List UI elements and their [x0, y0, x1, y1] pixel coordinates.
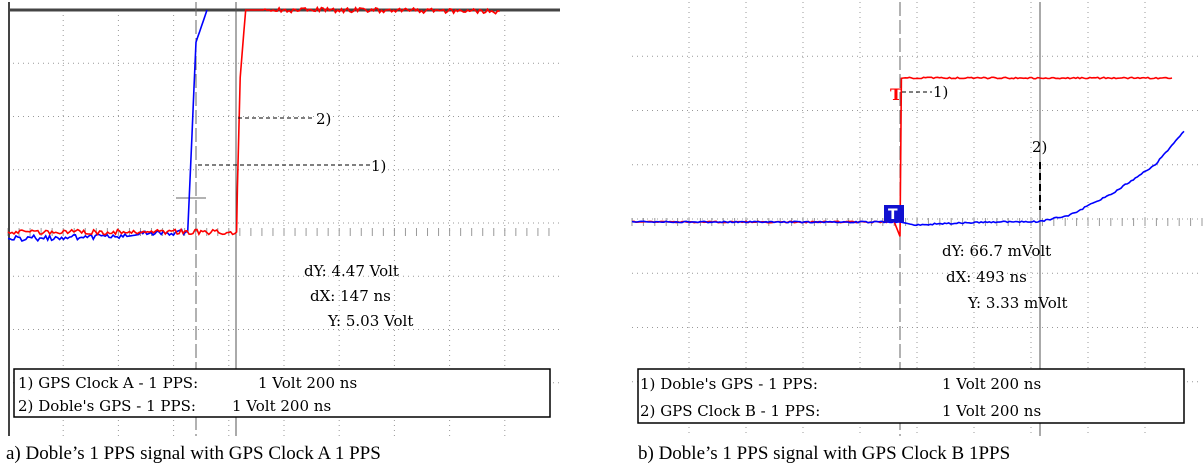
legend-row-2: 2) GPS Clock B - 1 PPS: 1 Volt 200 ns	[640, 402, 1041, 420]
marker-2-label: 2)	[1032, 138, 1047, 156]
marker-2-label: 2)	[316, 110, 331, 128]
scope-panel-a: 2) 1) dY: 4.47 Volt dX: 147 ns Y: 5.03 V…	[0, 0, 562, 469]
marker-1-label: 1)	[933, 83, 948, 101]
cursor-dy-label: dY: 4.47 Volt	[304, 262, 399, 280]
marker-1-label: 1)	[371, 157, 386, 175]
trigger-marker-red: T	[890, 85, 902, 104]
legend-row-2: 2) Doble's GPS - 1 PPS: 1 Volt 200 ns	[18, 397, 331, 415]
trace-gps-clock-b	[631, 130, 1185, 227]
trace-gps-clock-a	[7, 9, 208, 243]
scope-screen-b: T 1) 2) T dY: 66.7 mVolt dX: 493 ns Y: 3…	[631, 2, 1203, 438]
cursor-dx-label: dX: 493 ns	[946, 268, 1027, 286]
svg-text:T: T	[888, 207, 898, 223]
legend-box: 1) Doble's GPS - 1 PPS: 1 Volt 200 ns 2) …	[637, 368, 1185, 424]
legend-row-1: 1) Doble's GPS - 1 PPS: 1 Volt 200 ns	[640, 375, 1041, 393]
cursor-y-label: Y: 5.03 Volt	[327, 312, 413, 330]
scope-screen-a: 2) 1) dY: 4.47 Volt dX: 147 ns Y: 5.03 V…	[7, 2, 560, 438]
cursor-y-label: Y: 3.33 mVolt	[967, 294, 1068, 312]
caption-a: a) Doble’s 1 PPS signal with GPS Clock A…	[6, 443, 381, 464]
legend-box: 1) GPS Clock A - 1 PPS: 1 Volt 200 ns 2) …	[13, 368, 551, 418]
cursor-dx-label: dX: 147 ns	[310, 287, 391, 305]
legend-row-1: 1) GPS Clock A - 1 PPS: 1 Volt 200 ns	[18, 374, 357, 392]
caption-b: b) Doble’s 1 PPS signal with GPS Clock B…	[638, 443, 1011, 464]
trigger-marker-blue: T	[884, 205, 904, 223]
cursor-dy-label: dY: 66.7 mVolt	[942, 242, 1051, 260]
trace-doble-gps-a	[7, 5, 500, 237]
scope-panel-b: T 1) 2) T dY: 66.7 mVolt dX: 493 ns Y: 3…	[628, 0, 1204, 469]
